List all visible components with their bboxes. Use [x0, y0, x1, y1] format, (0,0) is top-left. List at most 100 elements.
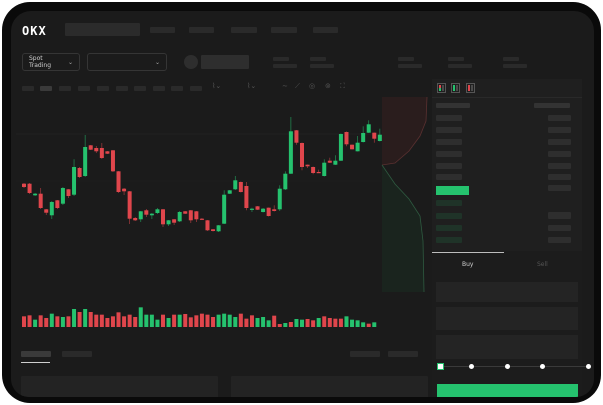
slider-stop-25[interactable]	[469, 364, 474, 369]
nav-item[interactable]	[313, 27, 338, 33]
candle	[94, 146, 99, 153]
ask-amount	[548, 151, 571, 157]
amount-input[interactable]	[436, 307, 578, 330]
interval-button[interactable]	[153, 86, 165, 91]
interval-button[interactable]	[171, 86, 183, 91]
volume-bar	[127, 314, 132, 327]
candle-body	[99, 148, 104, 158]
volume-bar	[288, 322, 293, 327]
candle-body	[372, 132, 377, 139]
candle-body	[49, 202, 54, 216]
nav-item[interactable]	[231, 27, 257, 33]
candle	[305, 164, 310, 168]
volume-bar	[105, 318, 110, 327]
interval-button[interactable]	[59, 86, 71, 91]
candle-body	[244, 186, 249, 208]
candle	[33, 193, 38, 196]
interval-button[interactable]	[22, 86, 34, 91]
indicator-icon[interactable]: ⌇⌄	[247, 82, 257, 90]
volume-bar	[27, 315, 32, 327]
slider-stop-50[interactable]	[505, 364, 510, 369]
candle	[83, 135, 88, 177]
interval-button[interactable]	[134, 86, 146, 91]
amount-slider[interactable]	[440, 366, 589, 367]
volume-bar	[116, 312, 121, 327]
candle	[311, 166, 316, 175]
candle-body	[255, 206, 260, 210]
volume-bar	[199, 313, 204, 327]
candle-body	[272, 209, 277, 211]
search-input[interactable]	[65, 23, 140, 36]
bid-price	[436, 225, 462, 231]
volume-bar	[266, 320, 271, 327]
volume-bar	[366, 323, 371, 327]
tab-order-history[interactable]	[62, 351, 92, 357]
candle	[127, 191, 132, 224]
camera-icon[interactable]: ◎	[309, 82, 316, 90]
nav-item[interactable]	[150, 27, 175, 33]
volume-bar	[222, 313, 227, 327]
candle	[316, 169, 321, 174]
interval-button[interactable]	[190, 86, 202, 91]
ruler-icon[interactable]: ⟋	[295, 82, 300, 90]
candle	[283, 171, 288, 190]
interval-button[interactable]	[78, 86, 90, 91]
candlestick-chart[interactable]	[11, 11, 386, 341]
nav-item[interactable]	[189, 27, 214, 33]
market-type-dropdown[interactable]: Spot Trading ⌄	[22, 53, 80, 71]
slider-stop-75[interactable]	[540, 364, 545, 369]
filter-button[interactable]	[350, 351, 380, 357]
candle	[49, 201, 54, 219]
interval-button[interactable]	[116, 86, 128, 91]
orderbook-both-icon	[437, 83, 446, 93]
pair-dropdown[interactable]: ⌄	[87, 53, 167, 71]
chart-type-icon[interactable]: ⌇⌄	[212, 82, 222, 90]
candle-body	[183, 211, 188, 214]
candle-body	[110, 150, 115, 172]
volume-bar	[38, 315, 43, 327]
candle	[233, 176, 238, 190]
total-input[interactable]	[436, 335, 578, 359]
candle	[238, 181, 243, 193]
bid-amount	[548, 237, 571, 243]
stat-value	[503, 64, 527, 68]
volume-bar	[77, 312, 82, 327]
buy-tab[interactable]: Buy	[462, 261, 474, 268]
candle	[227, 190, 232, 194]
candle-body	[166, 220, 171, 225]
price-input[interactable]	[436, 282, 578, 302]
interval-button[interactable]	[97, 86, 109, 91]
volume-bar	[327, 318, 332, 327]
line-tool-icon[interactable]: ∼	[282, 82, 288, 90]
candle-body	[88, 145, 93, 150]
volume-bar	[49, 313, 54, 327]
volume-bar	[255, 318, 260, 327]
interval-button-active[interactable]	[40, 86, 52, 91]
volume-bar	[249, 315, 254, 327]
settings-icon[interactable]: ⊚	[325, 82, 331, 90]
candle-body	[122, 188, 127, 192]
candle-body	[316, 172, 321, 174]
volume-bar	[44, 318, 49, 327]
volume-bar	[216, 314, 221, 327]
ask-price	[436, 163, 462, 169]
slider-handle[interactable]	[437, 363, 444, 370]
candle-body	[133, 218, 138, 221]
tab-open-orders[interactable]	[21, 351, 51, 357]
volume-bar	[149, 314, 154, 327]
slider-stop-100[interactable]	[586, 364, 591, 369]
candle	[222, 190, 227, 224]
candle	[149, 213, 154, 219]
sell-tab[interactable]: Sell	[537, 261, 548, 268]
nav-item[interactable]	[271, 27, 297, 33]
volume-bar	[338, 318, 343, 327]
fullscreen-icon[interactable]: ⛶	[340, 82, 345, 90]
candle-body	[277, 188, 282, 210]
candle-body	[238, 182, 243, 192]
filter-button[interactable]	[388, 351, 418, 357]
ask-price	[436, 174, 462, 180]
candle	[122, 188, 127, 195]
orderbook-bids-icon	[451, 83, 460, 93]
volume-bar	[83, 309, 88, 327]
buy-button[interactable]	[437, 384, 578, 397]
